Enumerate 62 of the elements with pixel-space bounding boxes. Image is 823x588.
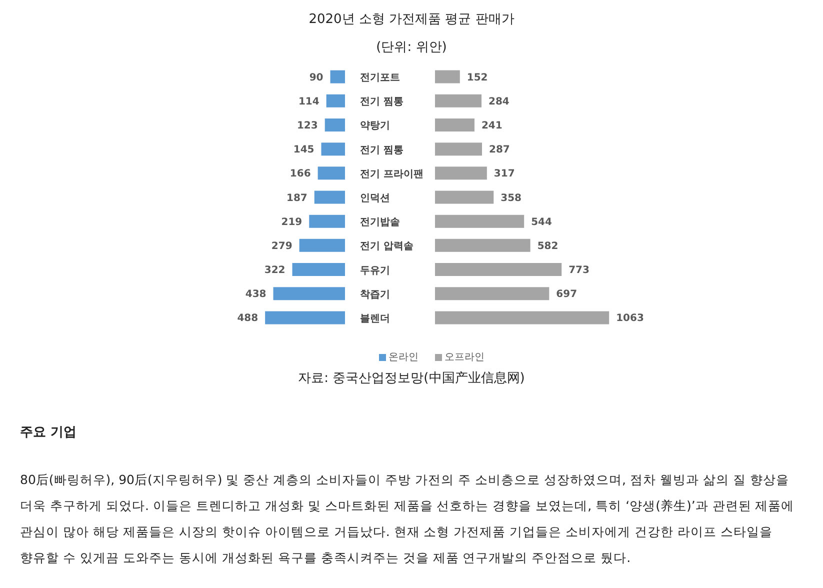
data-label: 187 <box>286 192 308 204</box>
data-label: 241 <box>481 120 502 132</box>
bar <box>292 263 345 276</box>
data-label: 284 <box>488 96 510 108</box>
data-label: 582 <box>537 240 558 252</box>
y-tick-label: 두유기 <box>360 265 390 276</box>
data-label: 114 <box>298 96 320 108</box>
y-tick-label: 전기 찜통 <box>360 144 404 156</box>
bar <box>326 94 345 108</box>
data-label: 488 <box>237 313 258 324</box>
data-label: 219 <box>281 216 302 228</box>
data-label: 697 <box>556 289 578 300</box>
y-tick-label: 약탕기 <box>360 120 390 132</box>
data-label: 152 <box>466 72 488 84</box>
text: 80后(빠링허우), 90后(지우링허우) 및 중산 계층의 소비자들이 주방 가전의 주 소비층으로 성장하였으며, 점차 웰빙과 삶의 질 향상을 더욱 추구하게 되었다. 이들은 트렌디하고 개성화 및 스마트화된 제품을 선호하는 경향을 보였는데, 특히 ‘양생(养生)’과 관련된 제품에 관심이 많아 해당 제품들은 시장의 핫이슈 아이템으로 거듭났다. 현재 소형 가전제품 기업들은 소비자에게 건강한 라이프 스타일을 향유할 수 있게끔 도와주는 동시에 개성화된 욕구를 충족시켜주는 것을 제품 연구개발의 주안점으로 뒀다. <box>20 471 796 567</box>
y-tick-label: 전기 찜통 <box>360 96 404 108</box>
data-label: 317 <box>494 168 515 180</box>
bar <box>435 94 482 108</box>
y-tick-label: 착즙기 <box>360 289 390 300</box>
bar <box>273 287 345 300</box>
bar <box>435 70 460 84</box>
legend-label: 온라인 <box>388 351 418 364</box>
y-tick-label: 전기 프라이팬 <box>360 168 424 180</box>
data-label: 322 <box>264 265 286 276</box>
bar <box>299 238 345 252</box>
y-tick-label: 전기포트 <box>360 72 400 84</box>
bar <box>314 190 345 204</box>
text: (단위: 위안) <box>375 39 448 56</box>
bar <box>265 311 345 324</box>
data-label: 90 <box>309 72 324 84</box>
bar <box>435 238 530 252</box>
bar <box>330 70 345 84</box>
bar <box>321 142 345 156</box>
y-tick-label: 전기 압력솥 <box>360 241 414 252</box>
text: 2020년 소형 가전제품 평균 판매가 <box>308 11 516 28</box>
data-label: 544 <box>531 216 552 228</box>
bar <box>435 190 494 204</box>
data-label: 145 <box>293 144 314 156</box>
text: 자료: 중국산업정보망(中国产业信息网) <box>297 370 526 387</box>
data-label: 1063 <box>616 313 644 324</box>
data-label: 287 <box>489 144 510 156</box>
bar <box>435 214 524 228</box>
bar <box>435 166 487 180</box>
y-tick-label: 블렌더 <box>360 313 390 324</box>
bar <box>309 214 345 228</box>
text: 주요 기업 <box>20 424 78 441</box>
bar <box>435 142 482 156</box>
data-label: 773 <box>568 265 590 276</box>
y-tick-label: 전기밥솥 <box>360 217 400 228</box>
legend-label: 오프라인 <box>444 351 484 364</box>
data-label: 123 <box>296 120 318 132</box>
bar <box>435 118 474 132</box>
y-tick-label: 인덕션 <box>360 193 390 204</box>
bar <box>435 311 610 324</box>
data-label: 166 <box>290 168 311 180</box>
bar <box>435 263 562 276</box>
data-label: 358 <box>500 192 522 204</box>
bar <box>324 118 345 132</box>
data-label: 438 <box>245 289 266 300</box>
data-label: 279 <box>271 240 292 252</box>
bar <box>318 166 345 180</box>
bar <box>435 287 550 300</box>
